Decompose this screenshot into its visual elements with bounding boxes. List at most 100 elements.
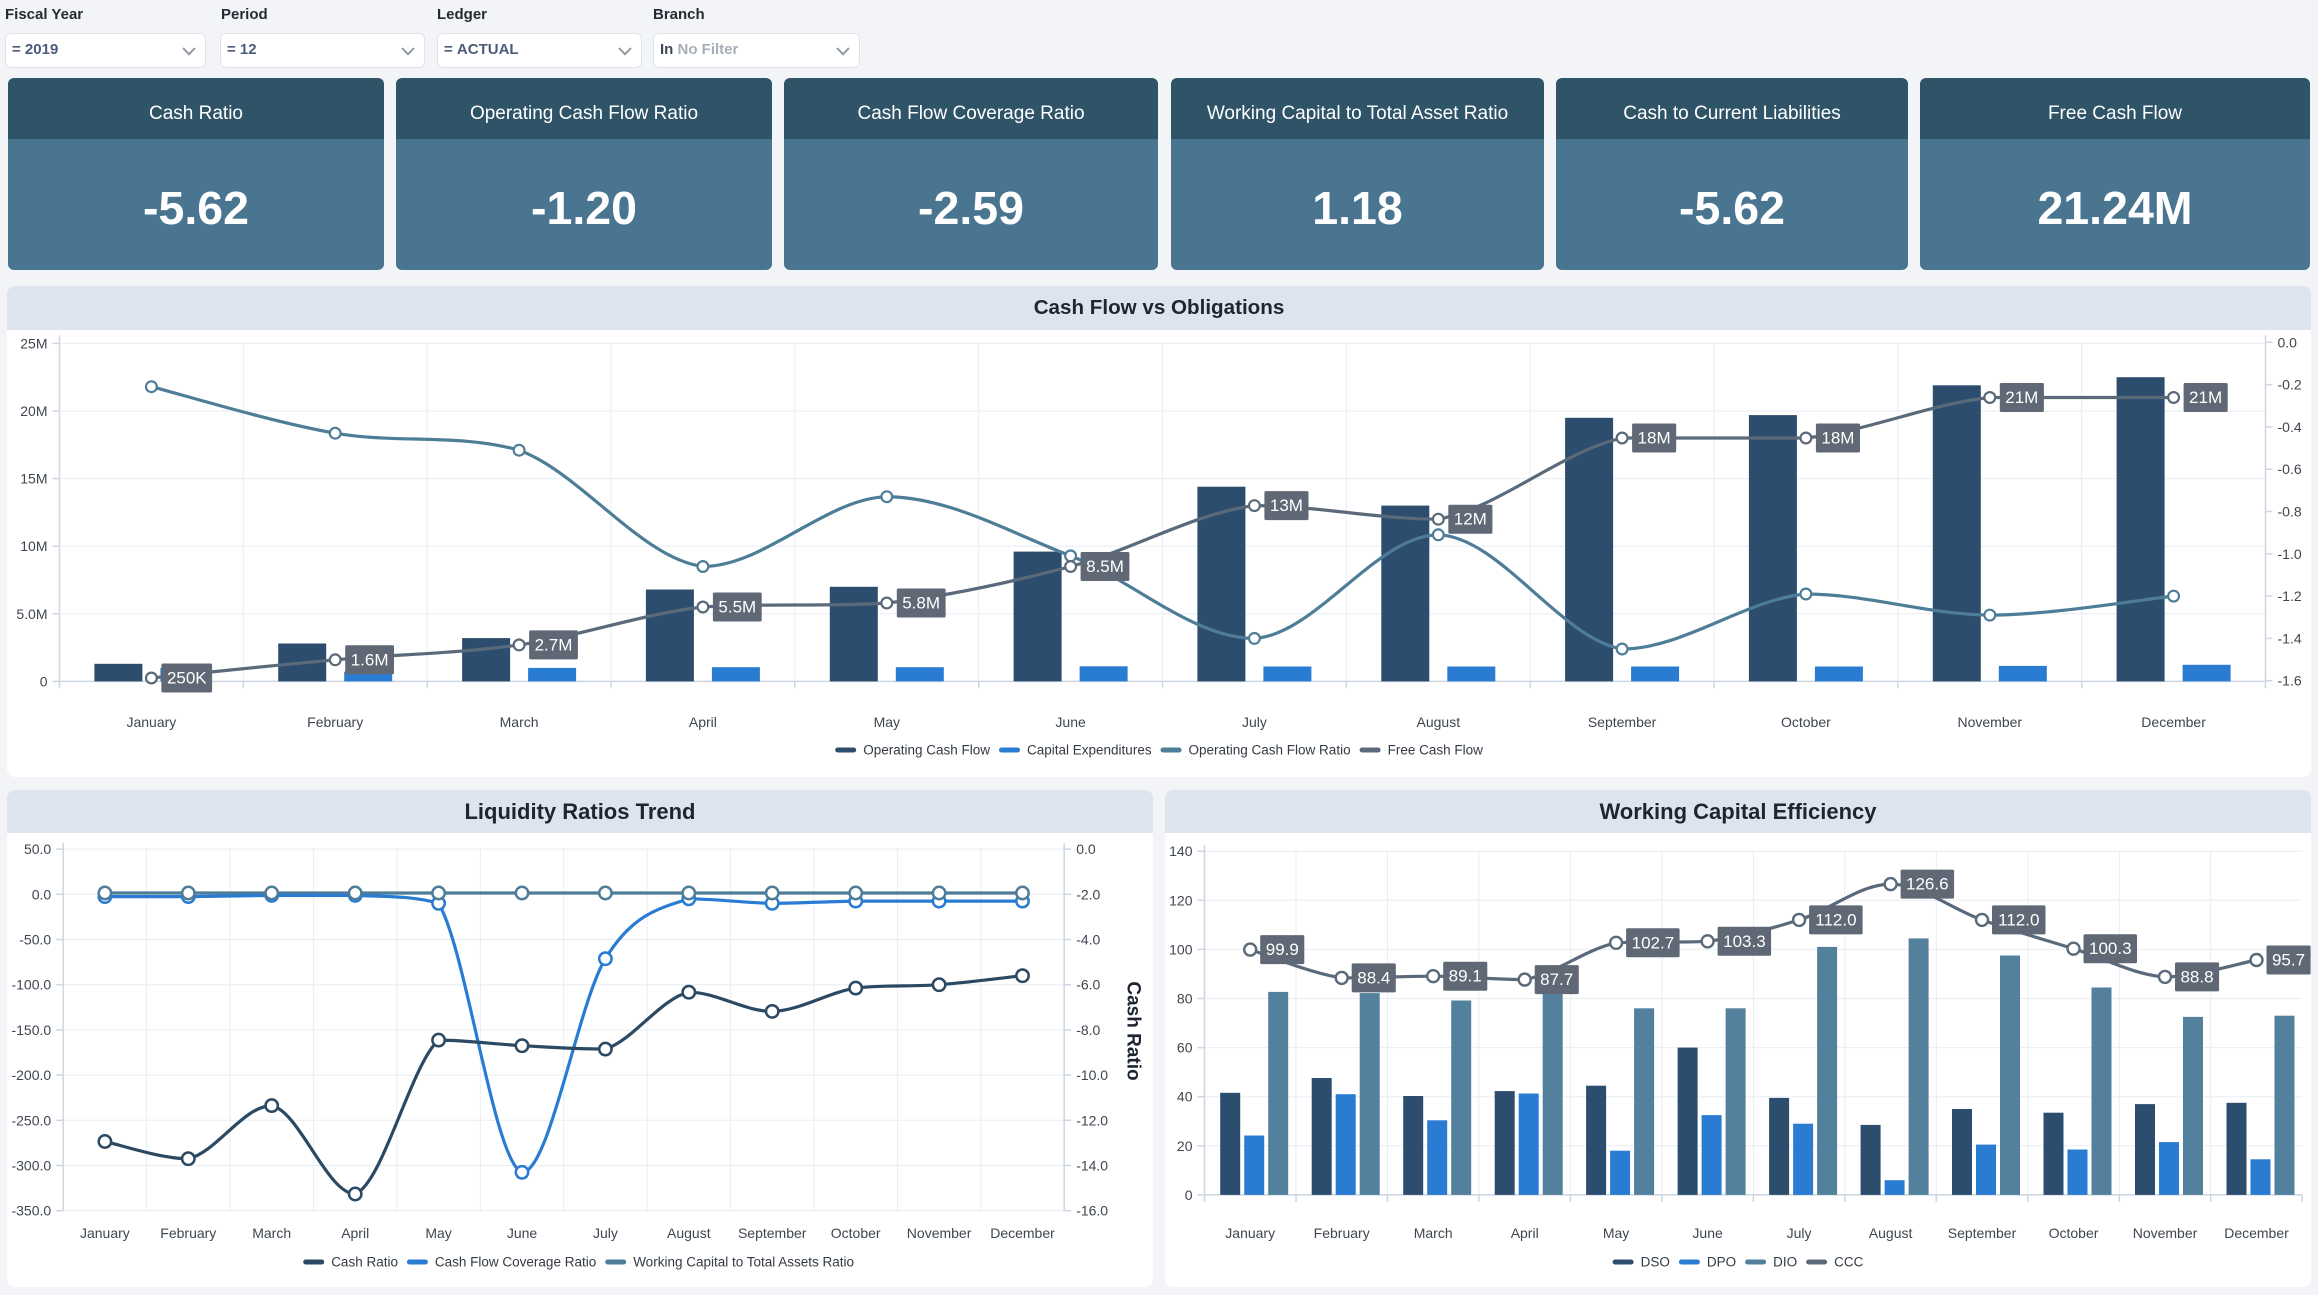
svg-text:10M: 10M — [20, 538, 47, 554]
svg-text:August: August — [1869, 1225, 1913, 1241]
svg-text:88.4: 88.4 — [1357, 968, 1390, 987]
svg-text:89.1: 89.1 — [1449, 967, 1482, 986]
svg-text:-14.0: -14.0 — [1076, 1158, 1108, 1174]
svg-text:Working Capital to Total Asset: Working Capital to Total Assets Ratio — [633, 1255, 854, 1270]
svg-text:September: September — [738, 1225, 807, 1241]
svg-text:DPO: DPO — [1707, 1255, 1736, 1270]
svg-text:140: 140 — [1169, 843, 1193, 859]
svg-text:102.7: 102.7 — [1632, 933, 1675, 952]
svg-text:March: March — [252, 1225, 291, 1241]
svg-text:21M: 21M — [2189, 388, 2222, 407]
svg-text:18M: 18M — [1821, 429, 1854, 448]
svg-text:0.0: 0.0 — [32, 886, 52, 902]
svg-text:-0.8: -0.8 — [2278, 504, 2302, 520]
svg-text:-2.0: -2.0 — [1076, 886, 1100, 902]
svg-text:80: 80 — [1177, 991, 1193, 1007]
svg-text:-10.0: -10.0 — [1076, 1067, 1108, 1083]
svg-text:July: July — [593, 1225, 618, 1241]
svg-text:-0.4: -0.4 — [2278, 419, 2302, 435]
svg-text:May: May — [1603, 1225, 1629, 1241]
svg-text:June: June — [1692, 1225, 1723, 1241]
svg-text:Cash Ratio: Cash Ratio — [331, 1255, 398, 1270]
svg-text:-50.0: -50.0 — [19, 932, 51, 948]
svg-text:-200.0: -200.0 — [11, 1067, 51, 1083]
svg-text:103.3: 103.3 — [1723, 932, 1766, 951]
svg-text:0.0: 0.0 — [2278, 334, 2298, 350]
svg-text:40: 40 — [1177, 1089, 1193, 1105]
svg-text:0.0: 0.0 — [1076, 841, 1096, 857]
svg-text:September: September — [1948, 1225, 2017, 1241]
svg-text:December: December — [2141, 714, 2206, 730]
svg-text:120: 120 — [1169, 892, 1193, 908]
svg-text:21M: 21M — [2005, 388, 2038, 407]
svg-text:February: February — [307, 714, 363, 730]
svg-text:December: December — [2224, 1225, 2289, 1241]
svg-text:126.6: 126.6 — [1906, 875, 1949, 894]
svg-text:250K: 250K — [167, 669, 207, 688]
svg-text:Operating Cash Flow: Operating Cash Flow — [863, 743, 990, 758]
svg-text:Cash Flow Coverage Ratio: Cash Flow Coverage Ratio — [435, 1255, 596, 1270]
svg-text:-350.0: -350.0 — [11, 1203, 51, 1219]
svg-text:June: June — [507, 1225, 538, 1241]
svg-text:5.0M: 5.0M — [16, 606, 47, 622]
svg-text:December: December — [990, 1225, 1055, 1241]
svg-text:13M: 13M — [1270, 496, 1303, 515]
svg-text:15M: 15M — [20, 471, 47, 487]
svg-text:-6.0: -6.0 — [1076, 977, 1100, 993]
svg-text:-8.0: -8.0 — [1076, 1022, 1100, 1038]
svg-text:November: November — [907, 1225, 972, 1241]
svg-text:0: 0 — [40, 673, 48, 689]
svg-text:60: 60 — [1177, 1040, 1193, 1056]
svg-text:July: July — [1242, 714, 1267, 730]
svg-text:87.7: 87.7 — [1540, 970, 1573, 989]
svg-text:February: February — [160, 1225, 216, 1241]
svg-text:September: September — [1588, 714, 1657, 730]
svg-text:January: January — [1225, 1225, 1275, 1241]
svg-text:95.7: 95.7 — [2272, 951, 2305, 970]
svg-text:February: February — [1314, 1225, 1370, 1241]
svg-text:November: November — [2133, 1225, 2198, 1241]
svg-text:DSO: DSO — [1641, 1255, 1670, 1270]
svg-text:Cash Ratio: Cash Ratio — [1123, 981, 1144, 1080]
svg-text:20: 20 — [1177, 1138, 1193, 1154]
svg-text:-100.0: -100.0 — [11, 977, 51, 993]
svg-text:12M: 12M — [1454, 510, 1487, 529]
svg-text:DIO: DIO — [1773, 1255, 1797, 1270]
svg-text:May: May — [425, 1225, 451, 1241]
svg-text:20M: 20M — [20, 403, 47, 419]
svg-text:-4.0: -4.0 — [1076, 932, 1100, 948]
svg-text:April: April — [341, 1225, 369, 1241]
svg-text:112.0: 112.0 — [1998, 910, 2039, 929]
svg-text:100.3: 100.3 — [2089, 939, 2132, 958]
svg-text:August: August — [667, 1225, 711, 1241]
svg-text:March: March — [500, 714, 539, 730]
svg-text:April: April — [1511, 1225, 1539, 1241]
svg-text:-1.6: -1.6 — [2278, 673, 2302, 689]
svg-text:5.5M: 5.5M — [718, 598, 756, 617]
svg-text:October: October — [831, 1225, 881, 1241]
svg-text:June: June — [1055, 714, 1086, 730]
svg-text:CCC: CCC — [1834, 1255, 1863, 1270]
svg-text:50.0: 50.0 — [24, 841, 51, 857]
svg-text:-150.0: -150.0 — [11, 1022, 51, 1038]
svg-text:112.0: 112.0 — [1815, 910, 1856, 929]
svg-text:October: October — [2049, 1225, 2099, 1241]
svg-text:1.6M: 1.6M — [351, 650, 389, 669]
svg-text:October: October — [1781, 714, 1831, 730]
svg-text:-12.0: -12.0 — [1076, 1112, 1108, 1128]
svg-text:January: January — [126, 714, 176, 730]
svg-text:Capital Expenditures: Capital Expenditures — [1027, 743, 1152, 758]
svg-text:January: January — [80, 1225, 130, 1241]
svg-text:-0.6: -0.6 — [2278, 461, 2302, 477]
svg-text:25M: 25M — [20, 335, 47, 351]
svg-text:18M: 18M — [1638, 429, 1671, 448]
svg-text:88.8: 88.8 — [2180, 967, 2213, 986]
svg-text:0: 0 — [1185, 1187, 1193, 1203]
svg-text:100: 100 — [1169, 941, 1193, 957]
svg-text:-250.0: -250.0 — [11, 1112, 51, 1128]
svg-text:-0.2: -0.2 — [2278, 377, 2302, 393]
svg-text:99.9: 99.9 — [1266, 940, 1299, 959]
svg-text:August: August — [1417, 714, 1461, 730]
svg-text:Free Cash Flow: Free Cash Flow — [1388, 743, 1484, 758]
svg-text:2.7M: 2.7M — [535, 635, 573, 654]
